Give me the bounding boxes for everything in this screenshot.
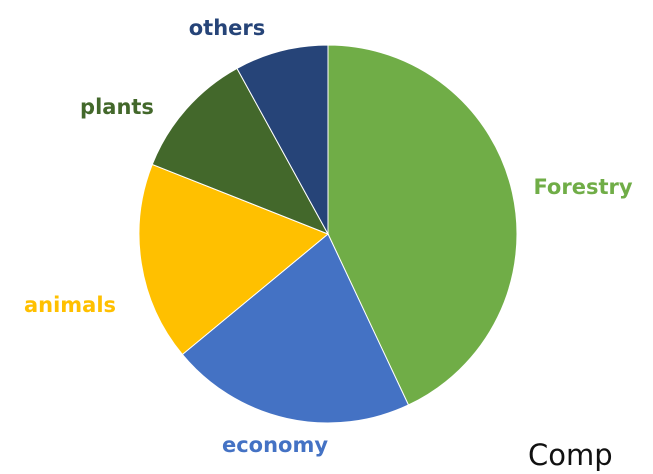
pie-labels: Forestry economy animals plants others bbox=[24, 16, 633, 457]
pie-slice-animals bbox=[138, 163, 329, 356]
pie-label-others: others bbox=[189, 16, 266, 40]
pie-label-animals: animals bbox=[24, 293, 116, 317]
pie-slice-forestry bbox=[327, 44, 518, 406]
pie-slice-economy bbox=[181, 233, 410, 424]
pie-slice-others bbox=[236, 44, 329, 235]
pie-label-economy: economy bbox=[222, 433, 328, 457]
pie-slice-plants bbox=[151, 67, 330, 235]
pie-label-plants: plants bbox=[80, 95, 154, 119]
pie-slices bbox=[138, 44, 518, 424]
pie-label-forestry: Forestry bbox=[533, 175, 632, 199]
cut-off-caption-text: Comp bbox=[528, 438, 613, 472]
